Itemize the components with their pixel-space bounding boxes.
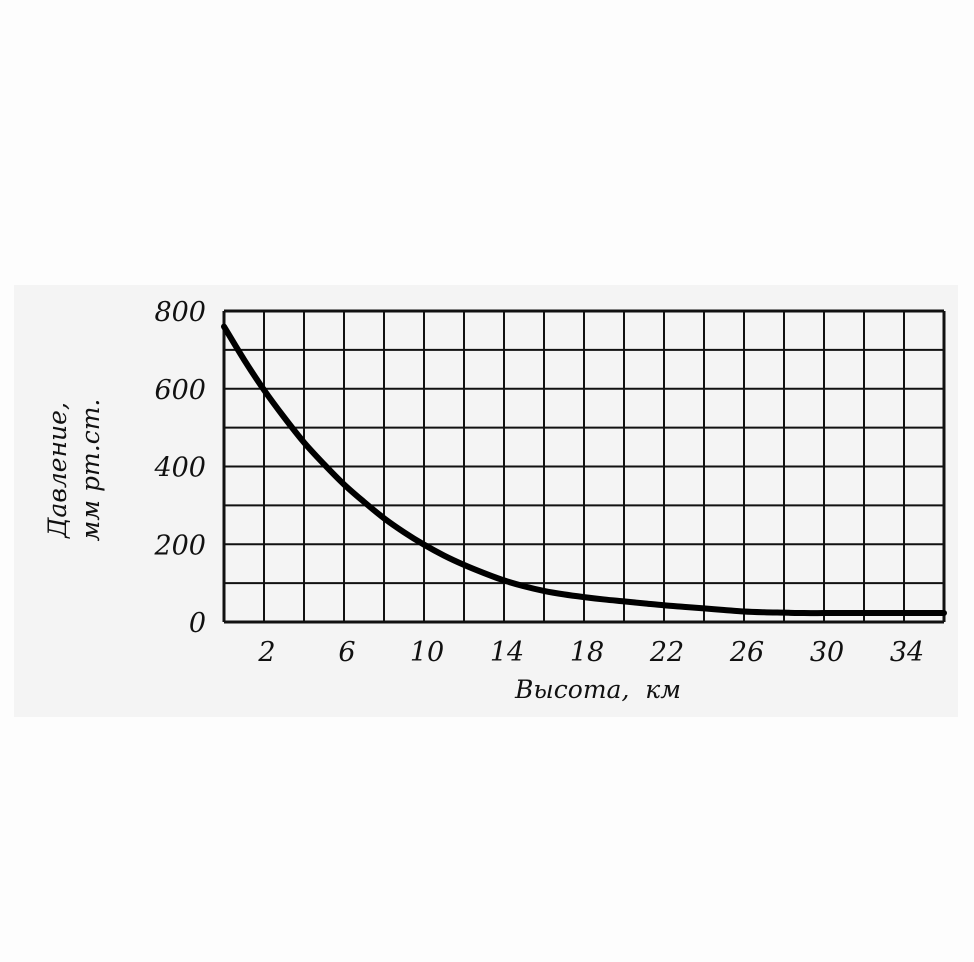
x-tick-label: 6: [338, 637, 355, 668]
x-tick-label: 26: [729, 637, 764, 668]
y-axis-label-line-2: мм рт.ст.: [76, 399, 105, 542]
figure-panel: [14, 285, 958, 717]
y-tick-label: 0: [189, 608, 206, 639]
x-tick-label: 34: [890, 637, 924, 668]
y-tick-label: 800: [154, 297, 206, 328]
y-tick-labels: 0 200 400 600 800: [153, 297, 206, 639]
x-tick-label: 30: [810, 637, 844, 668]
x-tick-label: 2: [257, 637, 275, 668]
chart-grid: [222, 309, 946, 624]
x-tick-label: 10: [410, 637, 444, 668]
pressure-curve: [221, 323, 947, 617]
y-axis-label-line-1: Давление,: [43, 402, 72, 539]
y-tick-label: 400: [153, 453, 206, 484]
y-tick-label: 200: [153, 530, 206, 561]
x-tick-label: 14: [490, 637, 524, 668]
x-tick-label: 22: [649, 637, 684, 668]
x-axis-label: Высота, км: [514, 675, 681, 704]
x-tick-label: 18: [570, 637, 604, 668]
x-tick-labels: 2 6 10 14 18 22 26 30 34: [257, 637, 924, 668]
y-tick-label: 600: [154, 375, 206, 406]
